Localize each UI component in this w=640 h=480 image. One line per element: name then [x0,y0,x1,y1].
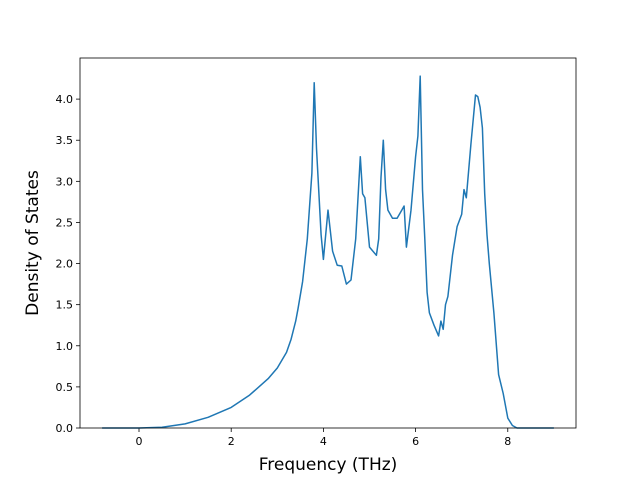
x-tick-label: 0 [136,435,143,448]
dos-curve [102,75,554,429]
x-tick-label: 8 [504,435,511,448]
y-tick-label: 4.0 [56,93,74,106]
x-tick-label: 4 [320,435,327,448]
y-tick-label: 2.5 [56,216,74,229]
y-tick-label: 1.5 [56,299,74,312]
plot-frame [79,57,577,429]
y-axis-label: Density of States [23,170,43,316]
y-tick-label: 3.5 [56,134,74,147]
x-axis-label: Frequency (THz) [259,455,398,475]
y-tick-label: 0.5 [56,381,74,394]
tick-layer: 0 2 4 6 8 0.0 0.5 1.0 1.5 2.0 2.5 3.0 3.5 4.0 [56,93,512,448]
y-tick-label: 2.0 [56,258,74,271]
x-tick-label: 2 [228,435,235,448]
y-tick-label: 3.0 [56,175,74,188]
x-tick-label: 6 [412,435,419,448]
y-tick-label: 1.0 [56,340,74,353]
y-tick-label: 0.0 [56,422,74,435]
